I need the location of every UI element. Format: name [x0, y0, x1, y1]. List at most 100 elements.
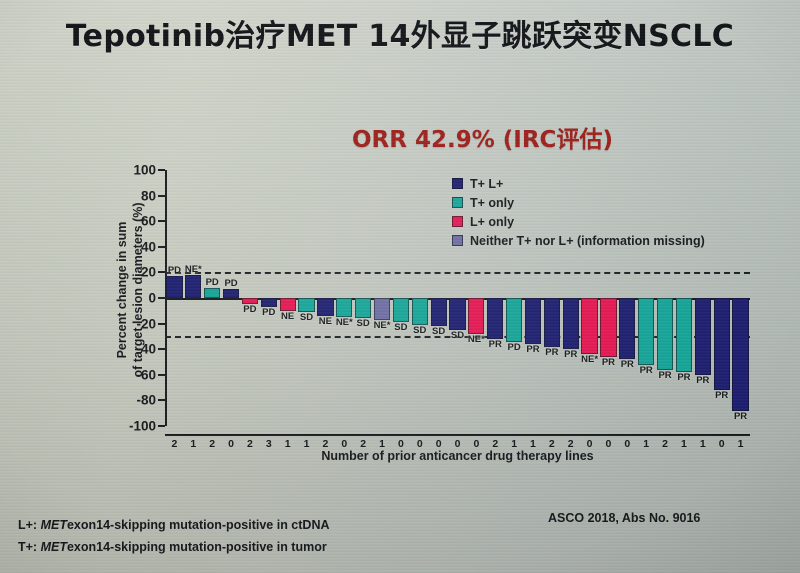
bar [543, 298, 560, 347]
x-axis-tick-label: 2 [567, 438, 574, 450]
bar-response-label: PD [224, 278, 238, 290]
bar [279, 298, 296, 311]
y-axis-tick [158, 425, 165, 427]
bar [166, 276, 183, 298]
bar [317, 298, 334, 316]
bar [355, 298, 372, 319]
footnotes: L+: METexon14-skipping mutation-positive… [18, 515, 330, 559]
y-axis-tick-label: -80 [136, 392, 156, 408]
bar-response-label: PR [677, 372, 691, 384]
bar-response-label: PD [507, 341, 521, 353]
chart-legend: T+ L+ T+ only L+ only Neither T+ nor L+ (in… [452, 174, 705, 250]
x-axis-tick-label: 2 [209, 438, 216, 450]
x-axis-tick-label: 2 [548, 438, 555, 450]
bar-response-label: NE* [581, 354, 599, 366]
legend-swatch-purple [452, 235, 463, 246]
y-axis-tick-label: -100 [128, 418, 156, 434]
legend-item: T+ L+ [452, 174, 705, 193]
y-axis-tick-label: -60 [136, 367, 156, 383]
x-axis-tick-label: 2 [171, 438, 178, 450]
legend-label: Neither T+ nor L+ (information missing) [470, 233, 705, 248]
bar-response-label: SD [450, 330, 465, 341]
bar [392, 298, 409, 323]
orr-callout: ORR 42.9% (IRC评估) [352, 127, 613, 153]
bar-response-label: PR [639, 364, 653, 376]
legend-label: T+ L+ [470, 176, 504, 191]
x-axis-tick-label: 0 [473, 438, 480, 450]
x-axis-tick-label: 0 [397, 438, 404, 450]
legend-item: T+ only [452, 193, 705, 212]
footnote-t-plus-text: T+: METexon14-skipping mutation-positive… [18, 539, 327, 554]
x-axis-title: Number of prior anticancer drug therapy … [321, 449, 594, 463]
x-axis-tick-label: 0 [416, 438, 423, 450]
bar-response-label: PD [262, 306, 276, 318]
x-axis-tick-label: 2 [322, 438, 329, 450]
legend-swatch-teal [452, 197, 463, 208]
x-axis-tick-label: 0 [228, 438, 234, 450]
title-band: Tepotinib治疗MET 14外显子跳跃突变NSCLC [0, 6, 800, 60]
y-axis-tick-label: 60 [140, 213, 156, 229]
bar [487, 298, 504, 339]
bar-response-label: PD [243, 304, 257, 316]
bar-response-label: PR [488, 338, 502, 350]
reference-line-partial-response-threshold [165, 336, 750, 339]
waterfall-chart: Percent change in sum of target lesion di… [110, 162, 775, 463]
x-axis-tick-label: 0 [435, 438, 442, 450]
bar [675, 298, 693, 373]
bar [449, 298, 466, 330]
bar-response-label: PD [167, 265, 182, 277]
bar-response-label: PR [715, 390, 729, 402]
legend-swatch-navy [452, 178, 463, 189]
x-axis-tick-label: 1 [530, 438, 536, 450]
x-axis-tick-label: 0 [341, 438, 348, 450]
bar [619, 298, 636, 360]
bar [430, 298, 447, 327]
y-axis-tick [158, 220, 165, 223]
bar [600, 298, 617, 357]
y-axis-title-line: Percent change in sum [114, 221, 129, 359]
plot-area: 100 80 60 40 20 0 -20 -40 -60 -80 -100 PD NE* PD PD PD… [129, 163, 750, 450]
bar-response-label: PR [658, 369, 672, 381]
bar [656, 298, 674, 370]
x-axis-line [165, 434, 750, 436]
bar [638, 298, 655, 365]
y-axis-tick-label: 40 [140, 239, 156, 255]
page-title: Tepotinib治疗MET 14外显子跳跃突变NSCLC [65, 19, 735, 54]
bar [336, 298, 353, 318]
x-axis-tick-label: 2 [246, 438, 253, 450]
x-axis-tick-label: 1 [511, 438, 518, 450]
bar-response-label: NE [281, 310, 295, 322]
y-axis-tick-label: 80 [140, 188, 156, 204]
x-axis-tick-label: 1 [699, 438, 706, 450]
y-axis-tick [158, 271, 165, 274]
bar-response-label: SD [432, 326, 446, 338]
x-axis-tick-label: 0 [586, 438, 593, 450]
bar [373, 298, 391, 320]
bar [524, 298, 542, 345]
x-axis-tick-label: 0 [605, 438, 612, 450]
legend-item: L+ only [452, 212, 705, 231]
bar-response-label: PR [620, 359, 634, 371]
bar-response-label: NE* [184, 263, 202, 275]
y-axis-tick [158, 245, 165, 248]
y-axis-tick-label: 20 [140, 264, 156, 280]
bar [468, 298, 485, 334]
bar-response-label: PD [205, 276, 219, 288]
footnote-l-plus: L+: METexon14-skipping mutation-positive… [18, 515, 330, 537]
bar-response-label: NE* [335, 317, 353, 329]
legend-label: T+ only [470, 195, 515, 210]
legend-swatch-crimson [452, 216, 463, 227]
bar-response-label: NE [318, 315, 332, 327]
bar [241, 298, 259, 305]
y-axis-tick [158, 348, 165, 351]
x-axis-tick-label: 2 [492, 438, 499, 450]
x-axis-tick-label: 1 [303, 438, 310, 450]
bar [185, 274, 202, 298]
bar [581, 298, 598, 355]
bar [713, 298, 730, 391]
legend-label: L+ only [470, 214, 515, 229]
x-axis-tick-label: 1 [737, 438, 744, 450]
bar-response-label: PR [601, 356, 616, 368]
footnote-t-plus: T+: METexon14-skipping mutation-positive… [18, 537, 330, 559]
